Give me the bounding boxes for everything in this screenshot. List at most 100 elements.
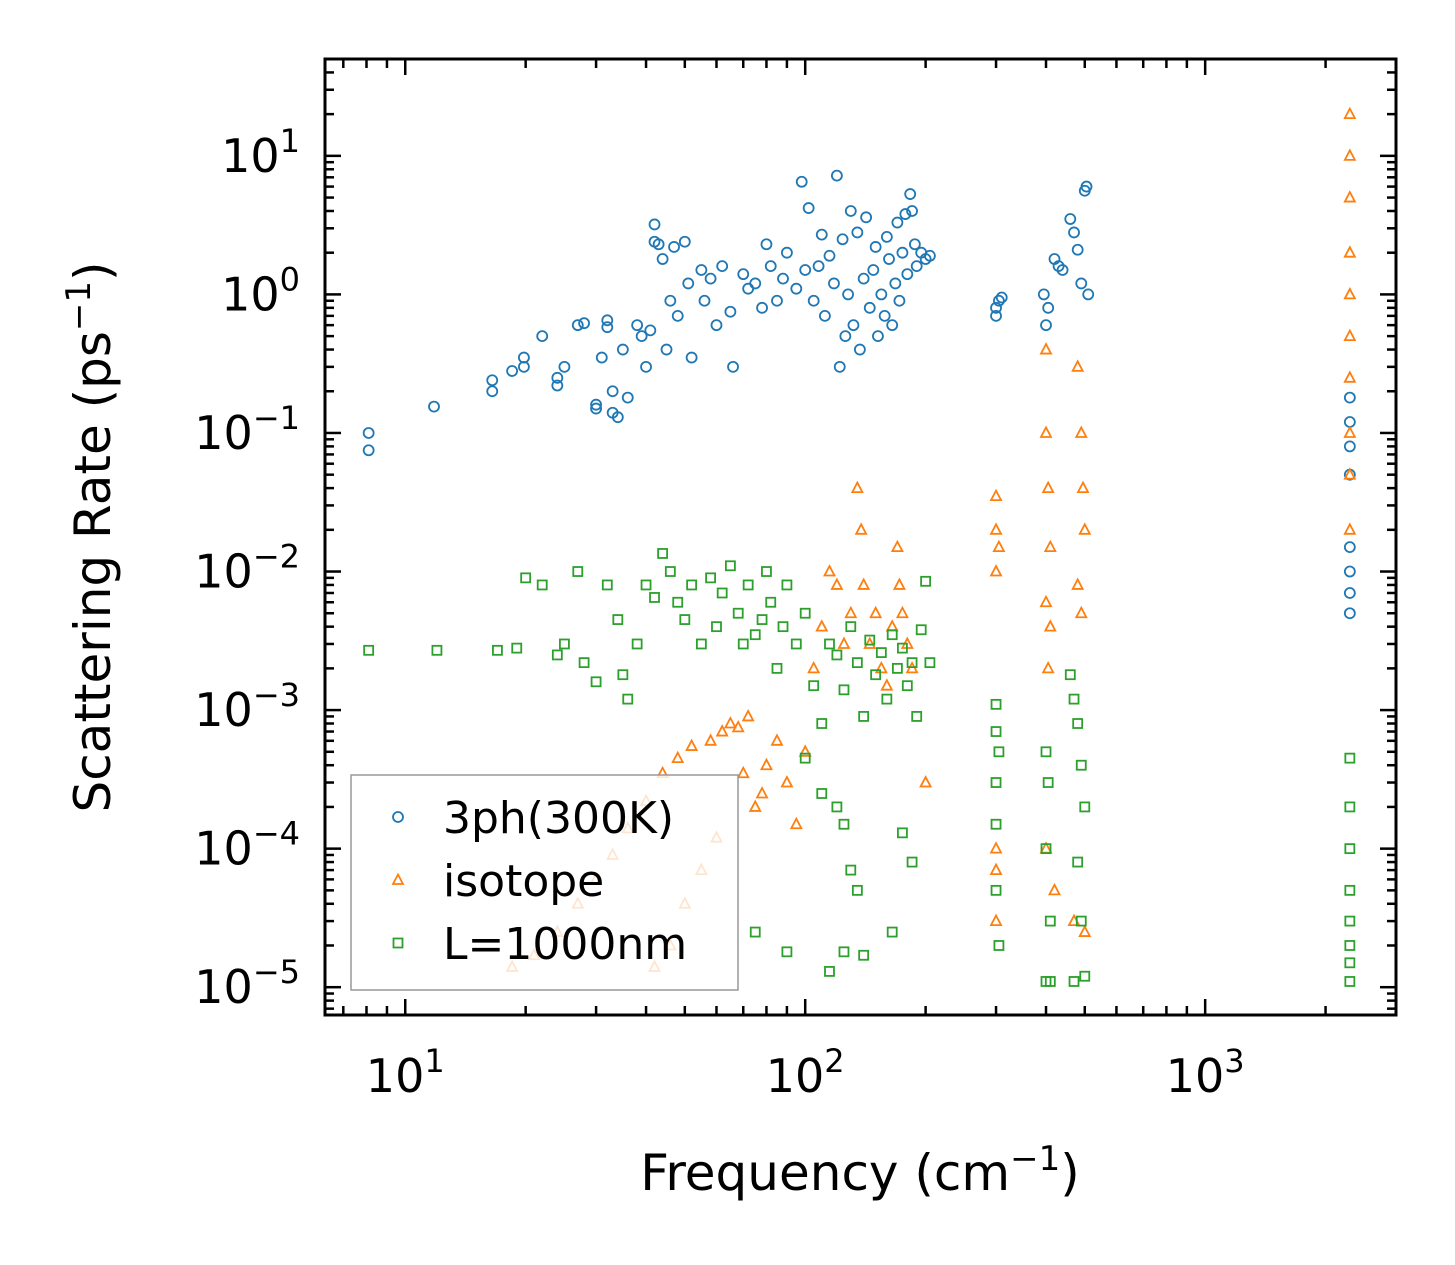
- data-point: [906, 657, 918, 669]
- data-point: [698, 294, 711, 307]
- data-point: [711, 621, 722, 633]
- legend-label: L=1000nm: [443, 919, 687, 970]
- data-point: [844, 205, 857, 217]
- data-point: [672, 596, 684, 608]
- legend-label: isotope: [443, 856, 604, 907]
- data-point: [704, 733, 718, 746]
- data-point: [486, 385, 499, 398]
- data-point: [1071, 577, 1085, 590]
- data-point: [679, 614, 691, 625]
- data-point: [631, 638, 643, 650]
- data-point: [622, 693, 634, 705]
- data-point: [881, 693, 893, 705]
- data-point: [863, 301, 876, 314]
- data-point: [890, 539, 904, 553]
- data-point: [685, 351, 698, 364]
- data-point: [1343, 425, 1357, 438]
- data-point: [989, 913, 1003, 926]
- data-point: [1040, 319, 1052, 332]
- data-point: [781, 246, 793, 259]
- data-point: [1075, 759, 1087, 771]
- data-point: [839, 330, 852, 343]
- data-point: [1042, 301, 1055, 314]
- data-point: [824, 638, 835, 650]
- data-point: [1343, 541, 1356, 554]
- y-tick-label: 10−2: [194, 538, 300, 599]
- data-point: [1080, 180, 1093, 193]
- data-point: [790, 638, 802, 650]
- y-axis-label-end: ): [64, 261, 122, 281]
- data-point: [1343, 391, 1356, 404]
- data-point: [891, 662, 903, 674]
- data-point: [1068, 976, 1080, 987]
- data-point: [1344, 843, 1356, 855]
- plot-frame: [323, 57, 1398, 1017]
- data-point: [853, 343, 866, 356]
- data-point: [863, 636, 877, 649]
- data-point: [686, 579, 698, 591]
- data-point: [1343, 522, 1357, 535]
- data-point: [851, 657, 863, 669]
- data-point: [362, 444, 375, 457]
- data-point: [844, 605, 858, 619]
- data-point: [886, 319, 899, 332]
- data-point: [671, 750, 685, 764]
- data-point: [363, 644, 375, 656]
- y-tick-label: 10−1: [194, 399, 300, 460]
- data-point: [875, 288, 888, 301]
- data-point: [617, 669, 629, 681]
- data-point: [716, 260, 729, 273]
- data-point: [631, 319, 644, 332]
- data-point: [1040, 843, 1052, 855]
- data-point: [1343, 565, 1356, 578]
- data-point: [833, 360, 846, 373]
- data-point: [1042, 777, 1054, 788]
- data-point: [837, 636, 851, 649]
- legend-marker: [392, 937, 404, 949]
- y-tick-label: 10−4: [194, 815, 300, 876]
- data-point: [904, 188, 917, 200]
- data-point: [1344, 976, 1356, 987]
- data-point: [924, 657, 936, 669]
- data-point: [759, 757, 773, 771]
- data-point: [656, 253, 669, 265]
- data-point: [924, 249, 936, 262]
- data-point: [897, 827, 908, 839]
- data-point: [869, 605, 883, 619]
- data-point: [1071, 359, 1085, 372]
- data-point: [724, 560, 736, 572]
- data-point: [1079, 801, 1091, 813]
- data-point: [755, 786, 769, 799]
- data-point: [723, 716, 737, 729]
- data-point: [1343, 416, 1356, 428]
- data-point: [648, 218, 661, 231]
- data-point: [1074, 425, 1088, 438]
- data-point: [611, 411, 624, 424]
- series-circle: [362, 169, 1356, 620]
- data-point: [831, 801, 843, 813]
- data-point: [993, 746, 1005, 758]
- data-point: [486, 374, 499, 387]
- data-point: [1344, 915, 1356, 927]
- data-point: [705, 572, 716, 584]
- x-tick-label: 103: [1166, 1042, 1245, 1103]
- data-point: [640, 579, 652, 591]
- data-point: [1068, 226, 1080, 239]
- data-point: [992, 539, 1006, 553]
- data-point: [795, 175, 808, 188]
- data-point: [551, 379, 564, 392]
- data-point: [685, 738, 699, 751]
- data-point: [1343, 467, 1357, 480]
- data-point: [990, 698, 1002, 710]
- data-point: [812, 260, 825, 273]
- data-point: [1343, 148, 1357, 161]
- legend: 3ph(300K) isotope L=1000nm: [350, 774, 739, 991]
- data-point: [880, 231, 893, 243]
- data-point: [864, 634, 876, 646]
- data-point: [889, 277, 902, 290]
- data-point: [616, 343, 629, 356]
- data-point: [1075, 915, 1087, 927]
- data-point: [559, 638, 570, 650]
- data-point: [990, 818, 1002, 830]
- data-point: [883, 253, 895, 265]
